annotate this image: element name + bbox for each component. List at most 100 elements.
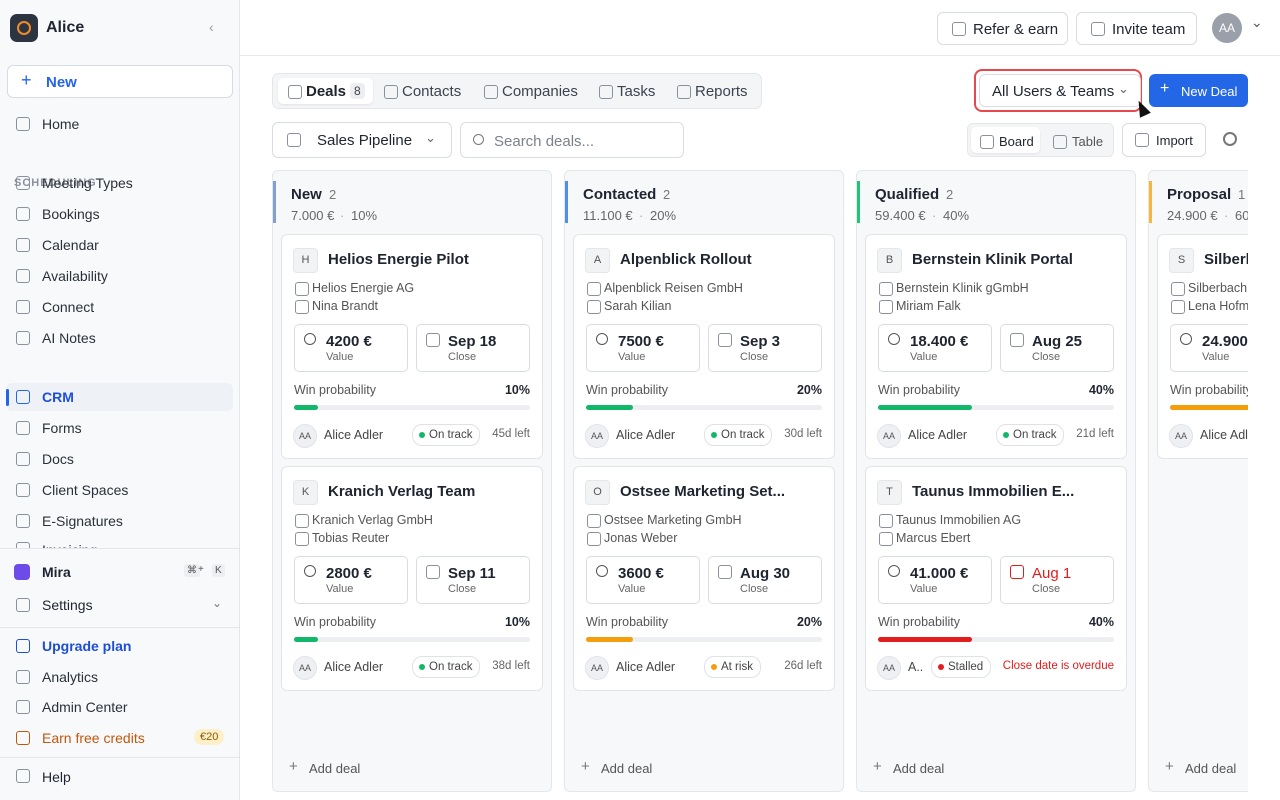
add-deal-label: Add deal: [893, 761, 945, 776]
new-button[interactable]: + New: [7, 65, 233, 98]
footer-label: Upgrade plan: [42, 638, 132, 654]
tab[interactable]: Reports: [667, 78, 757, 104]
close-box: Aug 30 Close: [708, 556, 822, 604]
footer-item[interactable]: Earn free credits €20: [6, 726, 233, 750]
owner-avatar: AA: [877, 656, 901, 680]
avatar-chevron: ⌄: [1251, 14, 1263, 30]
status-dot: [419, 664, 425, 670]
pipeline-dropdown[interactable]: Sales Pipeline ⌄: [272, 122, 452, 158]
column: Qualified 2 59.400 € · 40% B Bernstein Klinik …: [856, 170, 1136, 792]
time-left: 38d left: [492, 660, 530, 672]
nav-item[interactable]: Connect: [6, 293, 233, 321]
nav-label: Forms: [42, 420, 82, 436]
new-deal-button[interactable]: + New Deal: [1149, 74, 1248, 107]
chevron: ⌄: [1118, 81, 1129, 96]
main: Refer & earn Invite team AA ⌄ Deals 8 Contacts…: [240, 0, 1280, 800]
nav-item[interactable]: CRM: [6, 383, 233, 411]
column-accent: [565, 181, 568, 223]
icon: [295, 300, 309, 314]
column: Contacted 2 11.100 € · 20% A Alpenblick Rollou…: [564, 170, 844, 792]
nav-item[interactable]: Meeting Types: [6, 169, 233, 197]
footer-item[interactable]: Upgrade plan: [6, 634, 233, 658]
deal-card[interactable]: T Taunus Immobilien E... Taunus Immobilien…: [865, 466, 1127, 691]
nav-label: Calendar: [42, 237, 99, 253]
filter-dropdown[interactable]: All Users & Teams ⌄: [979, 74, 1141, 107]
win-track: [294, 637, 530, 642]
column-name: Contacted: [583, 186, 657, 203]
tab[interactable]: Companies: [474, 78, 586, 104]
help[interactable]: Help: [6, 765, 233, 789]
card-company: Silberbach: [1188, 281, 1248, 295]
time-left: 45d left: [492, 428, 530, 440]
win-pct: 10%: [504, 383, 530, 397]
nav-label: Bookings: [42, 206, 100, 222]
settings[interactable]: Settings ⌄: [6, 594, 233, 618]
win-label: Win probability: [878, 383, 960, 397]
icon: [1091, 22, 1105, 36]
close-label: Close: [448, 351, 477, 363]
tab[interactable]: Deals 8: [278, 78, 373, 104]
nav-item[interactable]: AI Notes: [6, 324, 233, 352]
search-input[interactable]: Search deals...: [460, 122, 684, 158]
deal-card[interactable]: H Helios Energie Pilot Helios Energie AG Ni…: [281, 234, 543, 459]
deal-card[interactable]: K Kranich Verlag Team Kranich Verlag GmbH T…: [281, 466, 543, 691]
nav-item[interactable]: E-Signatures: [6, 507, 233, 535]
view-option[interactable]: Board: [971, 127, 1040, 153]
deal-card[interactable]: A Alpenblick Rollout Alpenblick Reisen Gmb…: [573, 234, 835, 459]
nav-item[interactable]: Availability: [6, 262, 233, 290]
footer-item[interactable]: Analytics: [6, 665, 233, 689]
icon: [16, 452, 30, 466]
tab-label: Contacts: [402, 83, 462, 100]
card-title: Silberbach: [1204, 251, 1248, 268]
icon: [16, 176, 30, 190]
win-label: Win probability: [586, 615, 668, 629]
deal-card[interactable]: O Ostsee Marketing Set... Ostsee Marketing…: [573, 466, 835, 691]
nav-label: CRM: [42, 389, 74, 405]
card-close: Sep 3: [740, 333, 781, 350]
nav-label[interactable]: Invoicing: [42, 542, 97, 548]
deal-card[interactable]: S Silberbach Silberbach Lena Hofm 24.900 €Va…: [1157, 234, 1248, 459]
card-title: Alpenblick Rollout: [620, 251, 752, 268]
refer-button[interactable]: Refer & earn: [937, 12, 1068, 45]
icon: [426, 565, 440, 579]
icon: [295, 282, 309, 296]
card-value: 18.400 €: [910, 333, 969, 350]
settings-gear[interactable]: [1223, 132, 1237, 146]
value-box: 7500 € Value: [586, 324, 700, 372]
section-label: SCHEDULING: [14, 177, 97, 189]
close-label: Close: [740, 583, 769, 595]
icon: [1135, 133, 1149, 147]
card-person: Sarah Kilian: [604, 299, 672, 313]
nav-item[interactable]: Calendar: [6, 231, 233, 259]
mira[interactable]: Mira ⌘ + K: [6, 560, 233, 584]
deal-card[interactable]: B Bernstein Klinik Portal Bernstein Klinik…: [865, 234, 1127, 459]
avatar[interactable]: AA: [1212, 13, 1242, 43]
import-button[interactable]: Import: [1122, 123, 1206, 157]
card-title: Ostsee Marketing Set...: [620, 483, 786, 500]
close-label: Close: [1032, 351, 1061, 363]
win-bar: [586, 405, 634, 410]
view-option[interactable]: Table: [1044, 127, 1113, 153]
icon: [16, 117, 30, 131]
tab[interactable]: Contacts: [374, 78, 470, 104]
icon: [599, 85, 613, 99]
tab[interactable]: Tasks: [589, 78, 662, 104]
owner-name: Alice Adler: [324, 660, 384, 674]
nav-label: Availability: [42, 268, 108, 284]
nav-item[interactable]: Client Spaces: [6, 476, 233, 504]
footer-item[interactable]: Admin Center: [6, 695, 233, 719]
nav-item[interactable]: Forms: [6, 414, 233, 442]
invite-button[interactable]: Invite team: [1076, 12, 1197, 45]
nav-item[interactable]: Bookings: [6, 200, 233, 228]
dot: ·: [932, 208, 937, 223]
value-label: Value: [618, 351, 646, 363]
close-label: Close: [1032, 583, 1061, 595]
nav-item[interactable]: Home: [6, 110, 233, 138]
collapse[interactable]: ‹: [209, 19, 214, 35]
invite-label: Invite team: [1112, 21, 1186, 38]
tab-label: Deals: [306, 83, 347, 100]
icon: [16, 300, 30, 314]
win-label: Win probability: [878, 615, 960, 629]
nav-label: Docs: [42, 451, 74, 467]
nav-item[interactable]: Docs: [6, 445, 233, 473]
